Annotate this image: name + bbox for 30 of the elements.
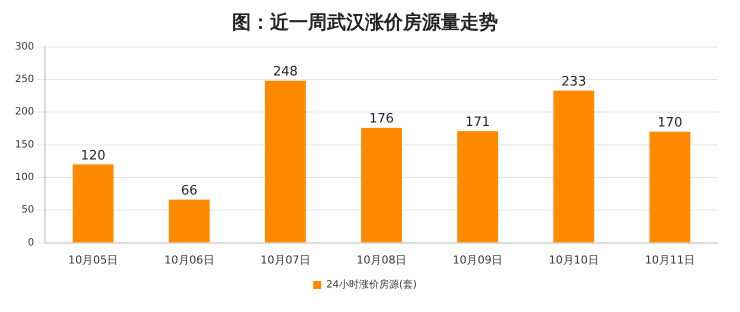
- x-tick-label: 10月07日: [260, 253, 310, 266]
- x-tick-label: 10月09日: [452, 253, 503, 266]
- data-label: 120: [80, 148, 106, 164]
- data-label: 171: [465, 114, 490, 130]
- y-tick-label: 0: [28, 237, 34, 248]
- x-tick-label: 10月05日: [68, 253, 118, 266]
- data-label: 176: [369, 112, 394, 127]
- data-label: 248: [273, 64, 298, 80]
- x-tick-label: 10月08日: [356, 253, 407, 266]
- bar: [553, 90, 594, 242]
- data-label: 233: [561, 74, 586, 90]
- x-tick-label: 10月10日: [548, 253, 599, 266]
- chart-title: 图：近一周武汉涨价房源量走势: [232, 11, 498, 34]
- y-tick-label: 50: [21, 204, 34, 216]
- bar: [168, 200, 210, 242]
- y-tick-label: 150: [14, 139, 34, 150]
- legend-label: 24小时涨价房源(套): [326, 278, 417, 291]
- x-tick-label: 10月11日: [644, 253, 695, 266]
- bar: [264, 80, 306, 242]
- y-tick-label: 100: [14, 172, 34, 184]
- bar: [650, 132, 690, 242]
- x-tick-label: 10月06日: [164, 253, 214, 266]
- y-tick-label: 250: [14, 74, 34, 86]
- bar: [457, 131, 498, 242]
- y-tick-label: 200: [14, 106, 34, 118]
- data-label: 170: [658, 116, 682, 131]
- bar: [361, 128, 402, 242]
- data-label: 66: [181, 184, 198, 199]
- y-tick-label: 300: [14, 41, 34, 52]
- bar: [72, 164, 114, 242]
